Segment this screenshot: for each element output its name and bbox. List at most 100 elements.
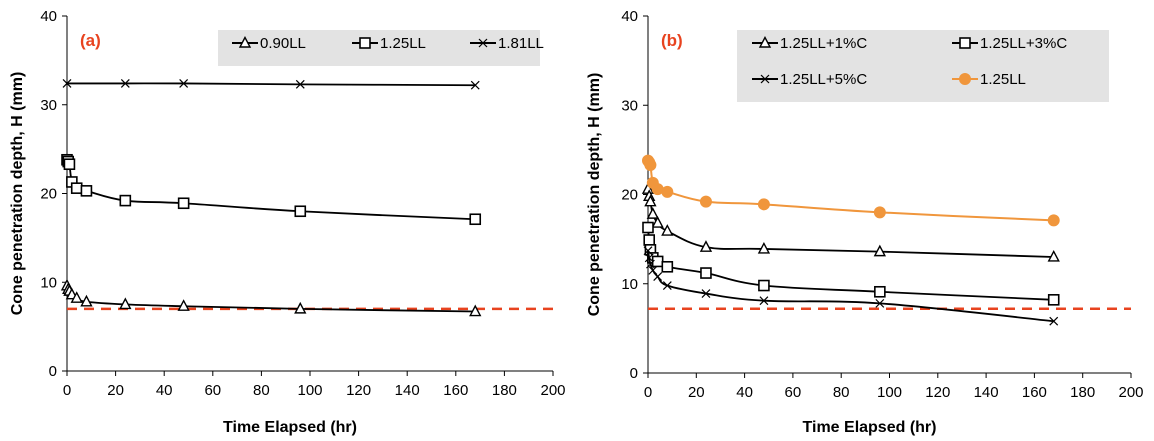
legend: 0.90LL 1.25LL 1.81LL (218, 30, 544, 66)
legend-marker (478, 38, 488, 48)
series-line (66, 159, 476, 221)
data-point (701, 289, 711, 298)
legend-marker (238, 35, 252, 48)
x-axis-title: Time Elapsed (hr) (803, 419, 937, 436)
data-point (294, 301, 307, 314)
legend: 1.25LL+1%C 1.25LL+3%C 1.25LL+5%C 1.25LL (737, 30, 1109, 102)
y-tick-label: 30 (621, 97, 638, 114)
data-point (294, 205, 307, 218)
x-tick-label: 0 (644, 384, 652, 401)
data-point (644, 194, 657, 207)
data-point (80, 294, 93, 307)
series-1.81LL (62, 79, 480, 90)
data-point (651, 216, 664, 228)
data-point-stroke-2 (470, 80, 480, 90)
y-tick-label: 0 (49, 363, 57, 380)
data-point (646, 207, 659, 219)
data-point-stroke-2 (643, 246, 653, 256)
legend-label: 1.25LL (380, 35, 426, 52)
x-tick-label: 180 (492, 382, 517, 399)
data-point (661, 224, 674, 236)
data-point (179, 79, 189, 88)
data-point (645, 259, 655, 269)
x-tick-label: 0 (63, 382, 71, 399)
y-axis-title: Cone penetration depth, H (mm) (586, 73, 603, 317)
x-tick-label: 200 (1118, 384, 1143, 401)
y-axis-title: Cone penetration depth, H (mm) (9, 72, 26, 316)
series-1.25LL (61, 153, 482, 226)
series-line (647, 250, 1054, 323)
legend-label: 1.25LL+1%C (780, 35, 867, 52)
data-point-stroke-2 (653, 272, 663, 282)
data-point (70, 291, 83, 303)
series-line (66, 82, 476, 87)
legend-item: 1.25LL (352, 35, 426, 52)
data-point-stroke-2 (662, 281, 672, 290)
data-point-stroke-2 (645, 259, 655, 269)
x-tick-label: 200 (540, 382, 565, 399)
legend-marker (959, 73, 971, 85)
chart-panel-a: 0 20 40 60 80 100 120 140 160 180 200 0 10 20 30 40 Time… (9, 8, 566, 436)
series-1.25LL+5%C (643, 246, 1059, 326)
data-point (644, 159, 657, 172)
x-tick-label: 80 (833, 384, 850, 401)
data-point (661, 185, 674, 198)
data-point (470, 80, 480, 90)
data-point (62, 79, 72, 88)
y-tick-label: 10 (621, 276, 638, 293)
x-tick-label: 160 (443, 382, 468, 399)
y-tick-label: 40 (621, 8, 638, 25)
x-tick-label: 20 (107, 382, 124, 399)
data-point (469, 213, 482, 226)
series-1.25LL+3%C (642, 221, 1060, 306)
data-point (119, 297, 132, 310)
legend-item: 1.25LL+5%C (752, 71, 867, 88)
data-point-stroke-2 (875, 298, 885, 308)
y-tick-label: 20 (40, 186, 57, 203)
legend-item: 1.25LL (952, 71, 1026, 88)
data-point (875, 298, 885, 308)
x-tick-label: 40 (156, 382, 173, 399)
legend-item: 0.90LL (232, 35, 306, 52)
data-point-stroke-2 (295, 79, 305, 89)
x-tick-label: 60 (785, 384, 802, 401)
legend-item: 1.81LL (470, 35, 544, 52)
data-point-stroke-2 (701, 289, 711, 298)
data-point (873, 244, 886, 257)
data-point (80, 185, 93, 197)
data-point (119, 194, 132, 207)
y-tick-label: 10 (40, 274, 57, 291)
panel-label: (b) (661, 31, 683, 50)
legend-label: 1.25LL (980, 71, 1026, 88)
x-tick-label: 140 (395, 382, 420, 399)
data-point (1047, 249, 1060, 262)
data-point (700, 267, 712, 279)
y-tick-label: 40 (40, 8, 57, 25)
legend-label: 1.25LL+3%C (980, 35, 1067, 52)
x-tick-label: 40 (736, 384, 753, 401)
series-0.90LL (60, 278, 482, 317)
legend-label: 1.25LL+5%C (780, 71, 867, 88)
data-point (63, 158, 76, 171)
data-point (699, 240, 713, 252)
legend-marker-stroke-2 (760, 74, 770, 84)
data-point-stroke-2 (120, 79, 130, 88)
panel-label: (a) (80, 31, 101, 50)
data-point (759, 296, 769, 306)
legend-marker (359, 37, 371, 49)
data-point (758, 279, 770, 292)
x-tick-label: 60 (204, 382, 221, 399)
data-point (648, 265, 658, 275)
data-point (643, 246, 653, 256)
data-point (874, 285, 886, 298)
data-point (661, 260, 674, 273)
x-tick-label: 160 (1022, 384, 1047, 401)
data-point (120, 79, 130, 88)
data-point (643, 234, 656, 246)
legend-label: 0.90LL (260, 35, 306, 52)
data-point (662, 281, 672, 290)
data-point (70, 182, 83, 194)
x-tick-label: 120 (925, 384, 950, 401)
legend-background (218, 30, 540, 66)
data-point (177, 197, 190, 210)
